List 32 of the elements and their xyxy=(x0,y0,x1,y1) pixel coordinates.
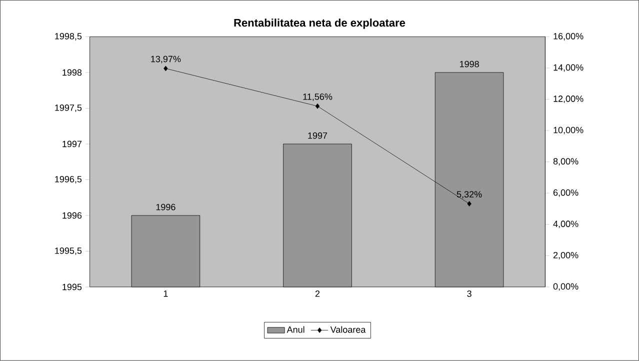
y2-tick-label: 4,00% xyxy=(553,220,578,228)
y2-tick-label: 2,00% xyxy=(553,252,578,260)
y-tick-label: 1998,5 xyxy=(55,33,82,41)
y-tick-label: 1995,5 xyxy=(55,248,82,256)
y-tick-label: 1998 xyxy=(62,69,82,76)
y2-tick-label: 8,00% xyxy=(553,158,578,166)
data-label: 1996 xyxy=(156,204,176,210)
point xyxy=(467,201,472,207)
y2-tick-label: 16,00% xyxy=(554,33,584,41)
y2-tick-label: 14,00% xyxy=(554,64,584,72)
y2-tick-label: 0,00% xyxy=(553,283,578,291)
data-label: 5,32% xyxy=(456,191,482,199)
y-tick-label: 1996,5 xyxy=(55,176,82,184)
x-tick-label: 1 xyxy=(164,290,168,297)
legend-label: Valoarea xyxy=(330,326,366,333)
x-tick-label: 2 xyxy=(315,290,320,297)
y2-tick-label: 6,00% xyxy=(553,190,578,197)
y-tick-label: 1997,5 xyxy=(55,104,82,112)
point xyxy=(164,66,168,72)
y2-tick-label: 10,00% xyxy=(554,126,584,134)
data-label: 1997 xyxy=(308,132,328,139)
y-tick-label: 1996 xyxy=(62,212,82,219)
x-tick-label: 3 xyxy=(467,290,472,298)
chart-title: Rentabilitatea neta de exploatare xyxy=(234,18,406,29)
point xyxy=(315,104,320,109)
y-tick-label: 1995 xyxy=(62,284,82,290)
legend-label: Anul xyxy=(286,326,304,333)
data-label: 13,97% xyxy=(151,56,181,64)
y-tick-label: 1997 xyxy=(62,140,82,148)
data-label: 1998 xyxy=(460,61,479,68)
y2-tick-label: 12,00% xyxy=(554,96,584,104)
data-label: 11,56% xyxy=(303,94,332,102)
